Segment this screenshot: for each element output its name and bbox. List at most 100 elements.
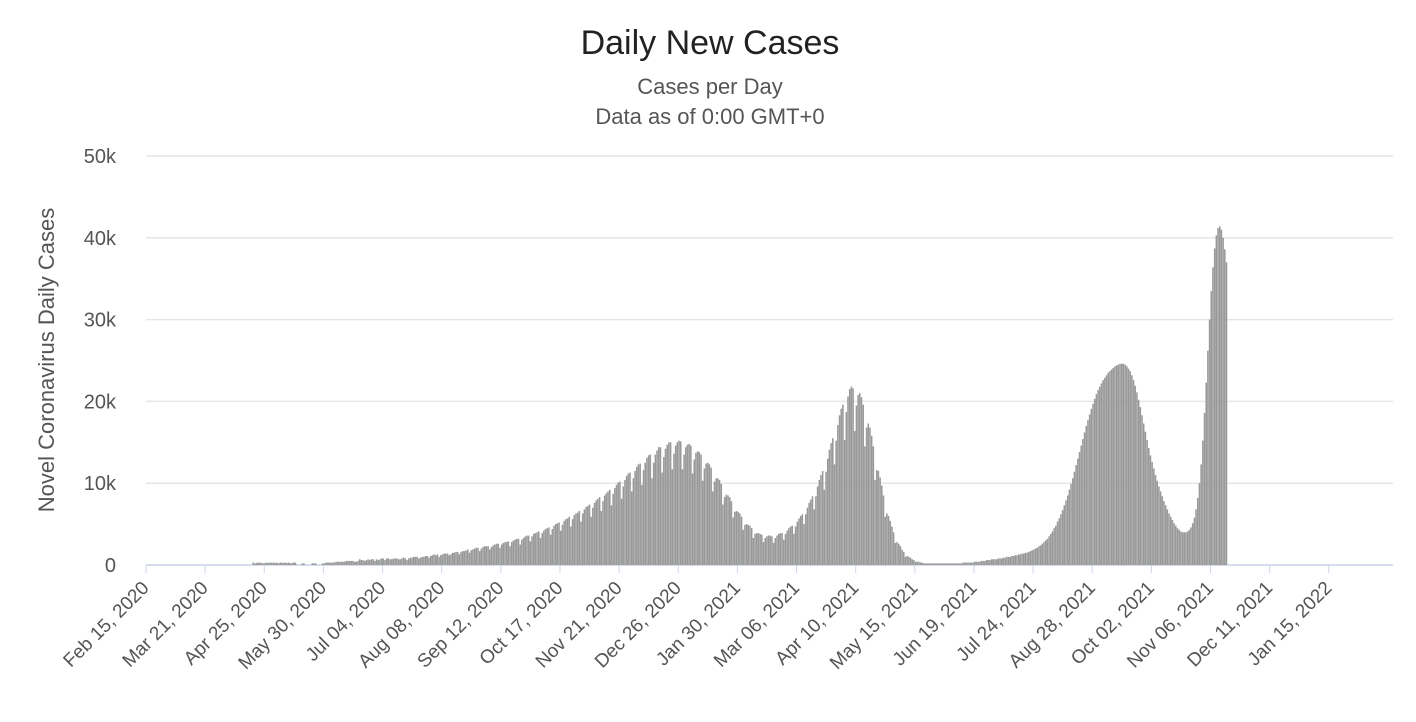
y-tick-label: 50k	[84, 146, 117, 168]
bar	[740, 516, 743, 565]
bar	[926, 563, 929, 565]
bar	[1061, 510, 1064, 565]
bar	[524, 536, 527, 565]
bar	[514, 539, 516, 565]
bar	[1087, 420, 1089, 565]
bar	[679, 441, 682, 565]
bar	[989, 560, 991, 565]
y-axis-ticks: 0 10k 20k 30k 40k 50k	[84, 146, 117, 577]
y-tick-label: 40k	[84, 228, 117, 250]
bar	[472, 549, 474, 565]
bar	[1180, 531, 1182, 565]
bar	[1146, 439, 1148, 565]
bar	[548, 527, 550, 565]
bar	[881, 485, 883, 565]
bar	[587, 506, 589, 565]
bar	[646, 457, 648, 565]
bar	[1071, 478, 1074, 565]
bar	[913, 560, 915, 565]
bar	[492, 545, 494, 565]
bar	[473, 548, 476, 565]
bar	[1031, 550, 1033, 565]
bar	[772, 542, 775, 565]
bar	[804, 514, 807, 565]
bar	[845, 412, 848, 565]
bar	[387, 558, 390, 565]
bar	[1117, 364, 1120, 565]
bar	[933, 563, 935, 565]
bar	[734, 511, 736, 565]
bar	[443, 553, 445, 565]
bar	[482, 547, 484, 565]
bar	[975, 561, 978, 565]
bar	[1154, 475, 1157, 565]
bar	[891, 526, 893, 565]
bar	[1124, 364, 1126, 565]
bar	[1004, 557, 1006, 565]
bar	[531, 536, 533, 565]
bar	[1090, 408, 1093, 565]
bar	[412, 556, 415, 565]
bar	[287, 562, 290, 565]
bar	[526, 535, 528, 565]
bar	[1218, 226, 1221, 565]
bar	[973, 561, 976, 565]
bar	[755, 533, 758, 565]
y-tick-label: 20k	[84, 391, 117, 413]
bar	[1105, 375, 1108, 565]
bar	[566, 518, 569, 565]
bar	[744, 524, 746, 565]
bar	[1212, 267, 1214, 565]
bar	[610, 505, 613, 565]
bar	[1065, 500, 1067, 565]
bar	[811, 496, 814, 565]
bar	[1120, 363, 1123, 565]
bar	[1198, 483, 1201, 565]
bar	[865, 427, 868, 565]
bar	[1060, 514, 1062, 565]
bar	[1137, 399, 1140, 565]
bar	[972, 562, 974, 565]
bar	[517, 538, 520, 565]
bar	[358, 559, 361, 565]
bar	[759, 533, 761, 565]
bar	[634, 470, 636, 565]
bar	[715, 478, 717, 565]
bar	[499, 547, 501, 565]
bar	[918, 561, 920, 565]
bar	[527, 535, 530, 565]
bar	[1080, 445, 1082, 565]
bar	[678, 440, 680, 565]
bar	[857, 394, 859, 565]
bar	[276, 562, 278, 565]
bar	[391, 559, 393, 565]
bar	[495, 543, 498, 565]
bar-series	[252, 226, 1228, 566]
bar	[776, 535, 778, 565]
bar	[411, 557, 413, 565]
bar	[441, 554, 444, 565]
bar	[593, 502, 596, 565]
bar	[730, 501, 733, 565]
bar	[286, 562, 288, 565]
bar	[752, 538, 755, 565]
bar	[1132, 380, 1135, 565]
bar	[850, 386, 853, 565]
bar	[793, 533, 795, 565]
bar	[453, 552, 456, 565]
bar	[821, 470, 824, 565]
bar	[460, 551, 462, 565]
bar	[766, 536, 768, 565]
bar	[629, 472, 631, 565]
bar	[445, 553, 447, 565]
bar	[987, 560, 990, 565]
bar	[625, 475, 628, 565]
bar	[314, 563, 317, 565]
bar	[477, 547, 479, 565]
bar	[343, 561, 346, 565]
bar	[1173, 523, 1175, 565]
bar	[968, 562, 971, 565]
bar	[559, 530, 562, 565]
bar	[943, 563, 946, 565]
bar	[953, 563, 956, 565]
